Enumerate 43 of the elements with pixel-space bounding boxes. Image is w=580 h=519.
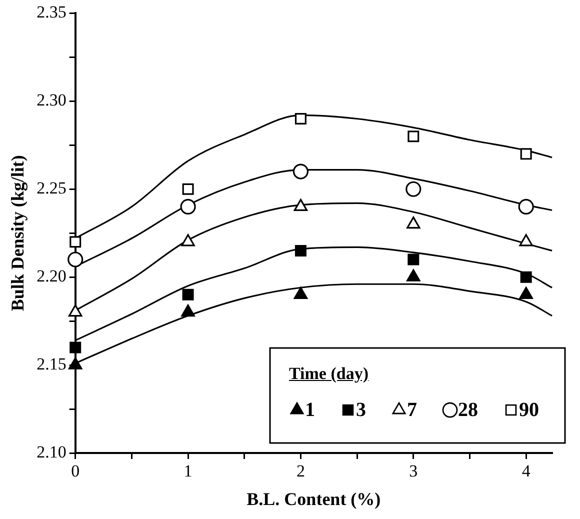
point [70,236,82,248]
y-tick-label: 2.20 [36,266,66,286]
y-tick-label: 2.35 [36,2,66,22]
legend-title: Time (day) [289,364,368,384]
legend-label: 90 [519,399,539,421]
point [408,130,420,142]
x-tick-label: 3 [409,462,418,481]
y-tick-label: 2.10 [36,442,66,462]
point [519,234,533,246]
point [294,113,306,124]
point [294,198,308,212]
point [406,181,422,197]
x-tick-label: 1 [184,462,192,481]
point [181,234,195,246]
point [68,304,82,317]
point [292,164,309,180]
x-tick-label: 0 [71,462,80,481]
point [520,148,532,160]
point [180,198,196,215]
legend-label: 7 [407,399,417,421]
y-tick-label: 2.15 [36,354,66,374]
point [518,198,534,215]
legend-label: 3 [356,399,366,421]
y-axis-title: Bulk Density (kg/lit) [7,155,28,312]
point [406,269,420,282]
point [294,286,308,299]
x-tick-label: 2 [296,462,305,481]
point [408,254,420,266]
point [406,216,420,229]
y-tick-label: 2.25 [36,178,66,198]
x-axis-title: B.L. Content (%) [246,488,381,509]
x-tick-label: 4 [522,462,531,481]
legend-label: 1 [305,399,315,421]
point [68,252,84,268]
point [520,271,532,283]
point [519,286,533,299]
y-tick-label: 2.30 [36,90,66,110]
point [182,288,194,300]
point [181,304,195,317]
point [182,183,194,195]
point [68,357,82,370]
point [294,244,306,256]
legend-label: 28 [458,399,478,421]
